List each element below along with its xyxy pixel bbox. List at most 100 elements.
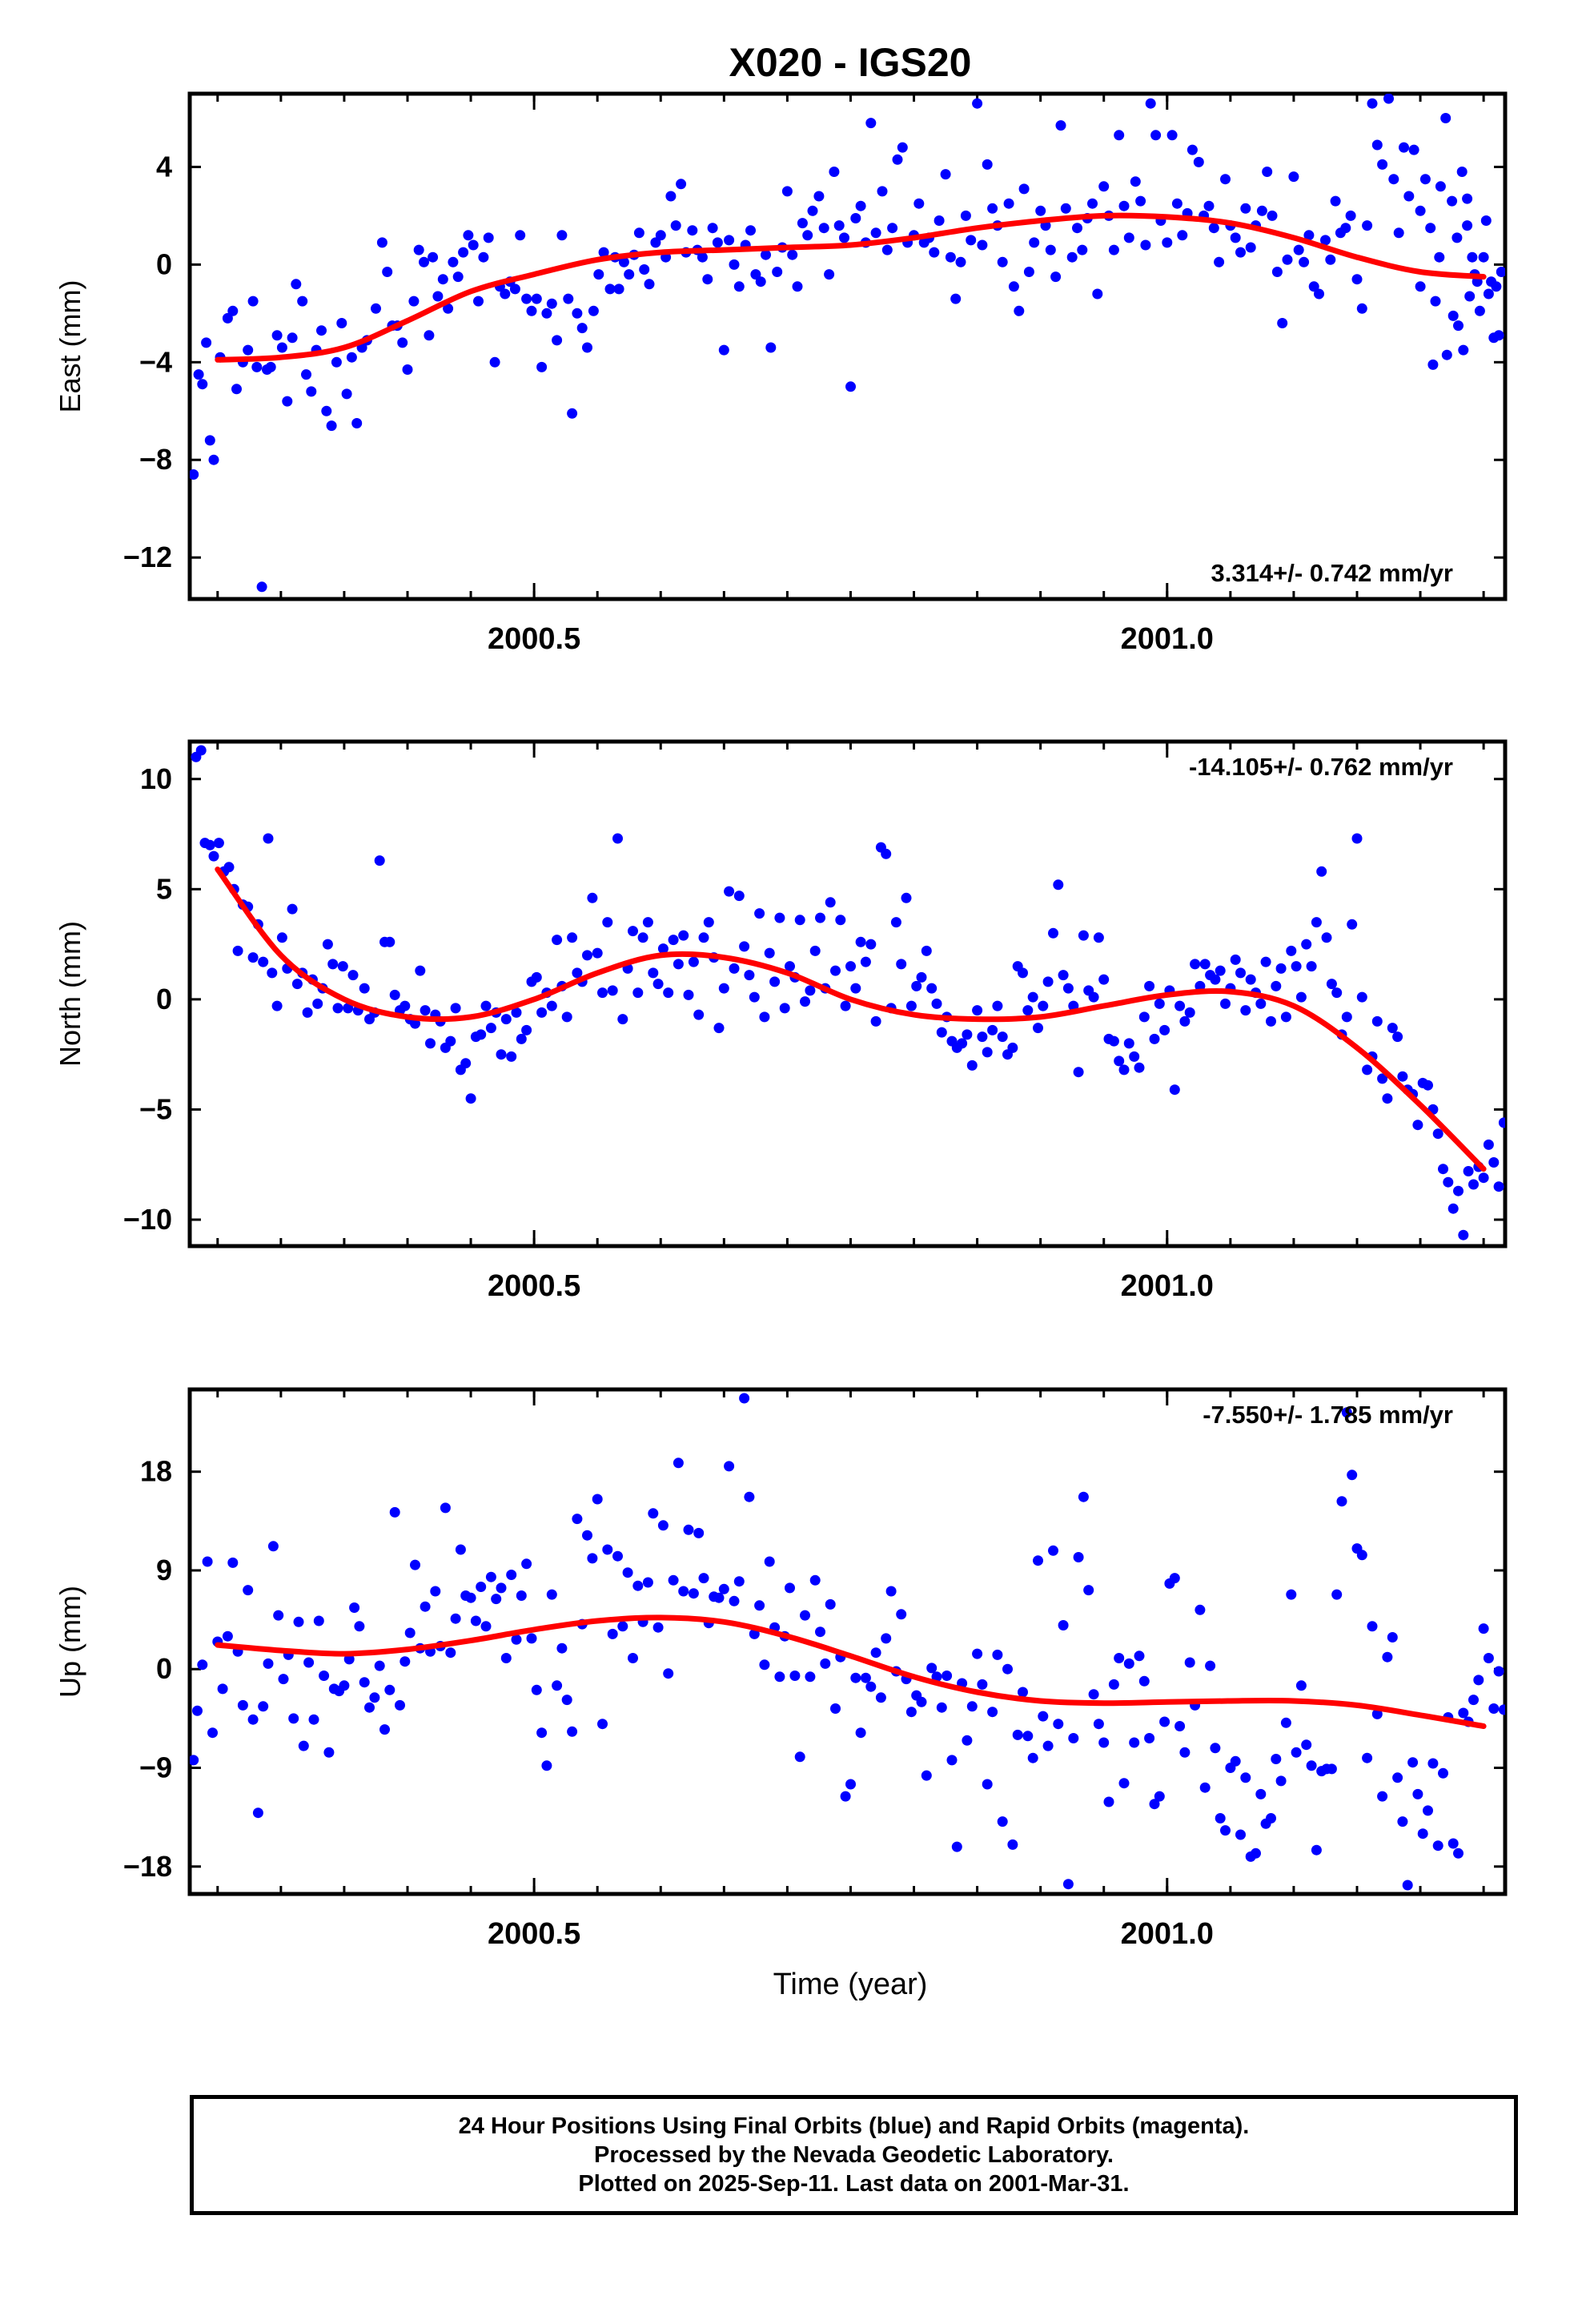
data-point bbox=[765, 342, 777, 353]
data-point bbox=[1208, 223, 1219, 234]
data-point bbox=[1134, 1062, 1145, 1073]
data-point bbox=[1174, 1721, 1186, 1731]
data-point bbox=[670, 220, 681, 231]
data-point bbox=[339, 1680, 350, 1691]
data-point bbox=[1293, 244, 1304, 255]
data-point bbox=[897, 142, 908, 153]
data-point bbox=[957, 1038, 968, 1049]
data-point bbox=[781, 186, 793, 197]
data-point bbox=[526, 305, 537, 316]
data-point bbox=[1195, 1604, 1206, 1615]
data-point bbox=[905, 1000, 917, 1011]
data-point bbox=[448, 256, 459, 267]
data-point bbox=[693, 1009, 705, 1020]
rate-label-north: -14.105+/- 0.762 mm/yr bbox=[1189, 753, 1453, 781]
data-point bbox=[478, 251, 489, 263]
data-point bbox=[733, 891, 745, 902]
data-point bbox=[1435, 181, 1446, 192]
data-point bbox=[800, 1610, 810, 1621]
data-point bbox=[598, 247, 609, 258]
data-point bbox=[276, 932, 287, 943]
data-point bbox=[458, 247, 469, 258]
data-point bbox=[1129, 1737, 1140, 1748]
data-point bbox=[1432, 1840, 1443, 1852]
data-point bbox=[506, 1570, 517, 1580]
data-point bbox=[313, 1615, 324, 1626]
data-point bbox=[420, 1005, 431, 1016]
data-point bbox=[724, 886, 735, 897]
data-point bbox=[809, 945, 821, 956]
data-point bbox=[929, 247, 940, 258]
data-point bbox=[1474, 305, 1485, 316]
data-point bbox=[190, 1755, 199, 1766]
footer-line-2: Processed by the Nevada Geodetic Laborat… bbox=[594, 2142, 1114, 2168]
data-point bbox=[931, 998, 942, 1009]
data-point bbox=[1326, 979, 1337, 990]
data-point bbox=[663, 987, 674, 999]
data-point bbox=[293, 1616, 304, 1627]
data-point bbox=[1341, 1407, 1352, 1418]
data-point bbox=[369, 1692, 380, 1703]
data-point bbox=[663, 1668, 674, 1679]
data-point bbox=[966, 235, 977, 246]
data-point bbox=[319, 1671, 330, 1681]
data-point bbox=[633, 227, 644, 239]
data-point bbox=[1199, 959, 1211, 970]
data-point bbox=[1351, 274, 1363, 285]
data-point bbox=[870, 1647, 881, 1659]
data-point bbox=[303, 1657, 315, 1668]
data-point bbox=[665, 191, 677, 202]
data-point bbox=[1423, 1805, 1433, 1816]
data-point bbox=[430, 1586, 441, 1597]
data-point bbox=[511, 1634, 522, 1645]
data-point bbox=[648, 967, 659, 979]
x-tick-label: 2001.0 bbox=[1121, 1269, 1214, 1303]
data-point bbox=[1308, 281, 1319, 292]
y-axis-label-north: North (mm) bbox=[54, 921, 86, 1067]
data-points-up bbox=[190, 1393, 1505, 1891]
data-point bbox=[960, 210, 971, 221]
data-point bbox=[1184, 1007, 1195, 1018]
y-tick-label: 9 bbox=[156, 1554, 172, 1586]
data-point bbox=[243, 1585, 254, 1596]
data-point bbox=[217, 1683, 228, 1695]
data-point bbox=[1130, 176, 1141, 187]
data-point bbox=[1430, 296, 1441, 307]
data-point bbox=[982, 1047, 993, 1058]
data-point bbox=[1193, 156, 1204, 167]
data-point bbox=[1468, 1179, 1479, 1190]
data-point bbox=[1316, 866, 1327, 877]
data-point bbox=[1002, 1663, 1013, 1675]
data-point bbox=[327, 959, 339, 970]
data-point bbox=[1215, 965, 1226, 976]
data-point bbox=[1060, 203, 1071, 214]
data-point bbox=[1266, 1015, 1276, 1027]
rate-label-east: 3.314+/- 0.742 mm/yr bbox=[1211, 559, 1453, 587]
data-point bbox=[1210, 1743, 1221, 1754]
data-point bbox=[1453, 1185, 1464, 1196]
data-point bbox=[850, 983, 861, 994]
data-point bbox=[1235, 967, 1246, 979]
data-point bbox=[343, 1003, 354, 1014]
data-point bbox=[825, 1598, 836, 1610]
data-point bbox=[702, 274, 713, 285]
data-point bbox=[322, 939, 333, 950]
data-point bbox=[966, 1059, 978, 1071]
data-point bbox=[764, 1556, 775, 1567]
data-point bbox=[921, 1770, 932, 1781]
data-point bbox=[567, 932, 578, 943]
data-point bbox=[1362, 220, 1373, 231]
data-point bbox=[1042, 1740, 1054, 1751]
data-point bbox=[718, 983, 729, 994]
y-tick-label: 0 bbox=[156, 1652, 172, 1685]
data-point bbox=[1262, 167, 1273, 177]
data-point bbox=[1488, 1157, 1500, 1168]
data-point bbox=[521, 293, 532, 304]
data-point bbox=[287, 332, 298, 344]
data-point bbox=[531, 293, 542, 304]
data-point bbox=[850, 1672, 861, 1683]
data-point bbox=[697, 251, 708, 263]
data-point bbox=[940, 169, 951, 180]
panel-north: 10 5 0 −5 −10 2000.5 2001.0 North (mm) -14.105+/… bbox=[54, 739, 1508, 1303]
data-point bbox=[1203, 200, 1215, 211]
